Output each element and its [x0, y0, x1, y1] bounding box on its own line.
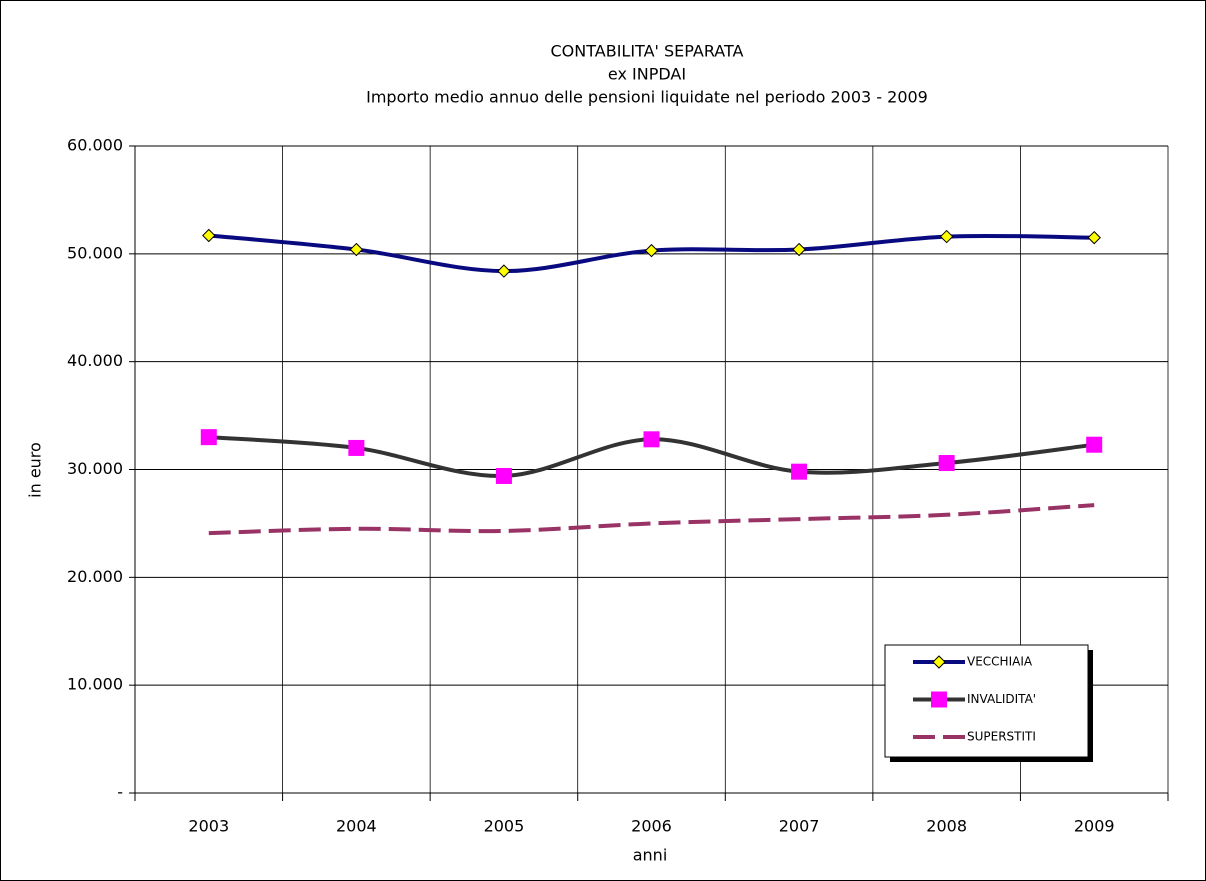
x-tick-label: 2007	[779, 817, 820, 836]
marker	[202, 228, 216, 243]
legend-label: VECCHIAIA	[967, 655, 1033, 669]
marker	[495, 467, 512, 484]
legend-label: INVALIDITA'	[967, 692, 1036, 706]
marker	[1087, 230, 1101, 245]
x-axis-label: anni	[633, 846, 668, 865]
y-tick-label: 40.000	[67, 351, 123, 370]
y-tick-label: 10.000	[67, 675, 123, 694]
y-tick-label: 20.000	[67, 567, 123, 586]
x-tick-label: 2003	[188, 817, 229, 836]
legend-marker	[932, 655, 946, 669]
series-line	[208, 503, 1095, 536]
chart-title: Importo medio annuo delle pensioni liqui…	[366, 88, 928, 107]
marker	[200, 429, 217, 446]
x-tick-label: 2006	[631, 817, 672, 836]
y-tick-label: -	[117, 783, 123, 802]
legend-label: SUPERSTITI	[967, 730, 1036, 744]
y-axis-label: in euro	[26, 442, 45, 498]
y-tick-label: 60.000	[67, 136, 123, 155]
y-tick-label: 30.000	[67, 459, 123, 478]
marker	[931, 691, 947, 708]
marker	[497, 264, 511, 278]
x-tick-label: 2005	[484, 817, 525, 836]
marker	[938, 455, 955, 472]
x-tick-label: 2004	[336, 817, 377, 836]
chart-title: ex INPDAI	[608, 65, 686, 84]
marker	[932, 655, 946, 669]
legend-marker	[931, 691, 947, 708]
marker	[792, 242, 806, 257]
marker	[349, 242, 364, 257]
marker	[1086, 436, 1103, 453]
marker	[643, 431, 660, 448]
marker	[644, 243, 659, 258]
marker	[791, 463, 808, 480]
x-tick-label: 2009	[1074, 817, 1115, 836]
x-tick-label: 2008	[926, 817, 967, 836]
chart-title: CONTABILITA' SEPARATA	[551, 42, 744, 61]
marker	[939, 229, 954, 244]
y-tick-label: 50.000	[67, 243, 123, 262]
marker	[348, 439, 365, 456]
